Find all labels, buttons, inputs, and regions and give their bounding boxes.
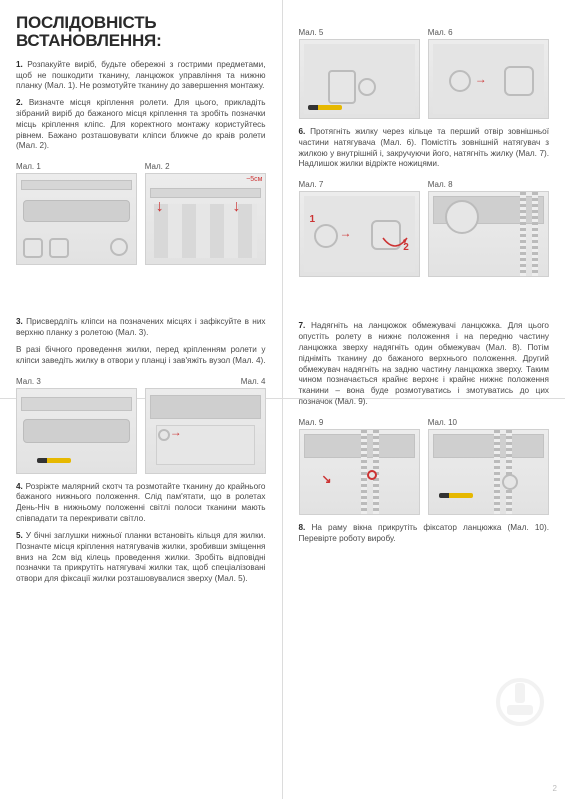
step-8: 8. На раму вікна прикрутіть фіксатор лан… (299, 523, 550, 545)
fig-row-5-6: Мал. 5 Мал. 6 → (299, 28, 550, 119)
figure-6-image: → (428, 39, 549, 119)
figure-3-image (16, 388, 137, 474)
figure-2-image: ~5см ↓ ↓ (145, 173, 266, 265)
step-1-num: 1. (16, 60, 23, 69)
step-5-text: У бічні заглушки нижньої планки встанові… (16, 531, 266, 583)
figure-3-label: Мал. 3 (16, 377, 137, 386)
step-1: 1. Розпакуйте виріб, будьте обережні з г… (16, 60, 266, 92)
figure-6: Мал. 6 → (428, 28, 549, 119)
figure-7-label: Мал. 7 (299, 180, 420, 189)
left-column: ПОСЛІДОВНІСТЬ ВСТАНОВЛЕННЯ: 1. Розпакуйт… (0, 0, 283, 799)
figure-7: Мал. 7 1 2 → (299, 180, 420, 277)
step-4-text: Розріжте малярний скотч та розмотайте тк… (16, 482, 266, 523)
right-column: Мал. 5 Мал. 6 → 6. Протягніть жилку че (283, 0, 565, 799)
figure-2: Мал. 2 ~5см ↓ ↓ (145, 162, 266, 265)
step-3: 3. Присвердліть кліпси на позначених міс… (16, 317, 266, 339)
figure-4-label: Мал. 4 (145, 377, 266, 386)
figure-6-label: Мал. 6 (428, 28, 549, 37)
figure-9-image: ↘ (299, 429, 420, 515)
step-7: 7. Надягніть на ланцюжок обмежувачі ланц… (299, 321, 550, 408)
step-2-text: Визначте місця кріплення ролети. Для цьо… (16, 98, 266, 150)
figure-5-image (299, 39, 420, 119)
watermark-icon (493, 675, 547, 729)
step-2-num: 2. (16, 98, 23, 107)
dimension-5cm: ~5см (246, 176, 262, 183)
step-2: 2. Визначте місця кріплення ролети. Для … (16, 98, 266, 152)
instruction-page: ПОСЛІДОВНІСТЬ ВСТАНОВЛЕННЯ: 1. Розпакуйт… (0, 0, 565, 799)
figure-10-image (428, 429, 549, 515)
figure-8-label: Мал. 8 (428, 180, 549, 189)
page-number: 2 (553, 784, 557, 793)
figure-1-label: Мал. 1 (16, 162, 137, 171)
figure-1-image (16, 173, 137, 265)
step-6-text: Протягніть жилку через кільце та перший … (299, 127, 550, 168)
figure-4: Мал. 4 → (145, 377, 266, 474)
figure-5: Мал. 5 (299, 28, 420, 119)
step-4: 4. Розріжте малярний скотч та розмотайте… (16, 482, 266, 525)
fig-row-7-8: Мал. 7 1 2 → Мал. 8 (299, 180, 550, 277)
fig-row-9-10: Мал. 9 ↘ Мал. 10 (299, 418, 550, 515)
figure-5-label: Мал. 5 (299, 28, 420, 37)
figure-8: Мал. 8 (428, 180, 549, 277)
figure-9: Мал. 9 ↘ (299, 418, 420, 515)
step-7-text: Надягніть на ланцюжок обмежувачі ланцюжк… (299, 321, 550, 406)
step-3-num: 3. (16, 317, 23, 326)
step-6: 6. Протягніть жилку через кільце та перш… (299, 127, 550, 170)
step-4-num: 4. (16, 482, 23, 491)
figure-8-image (428, 191, 549, 277)
step-8-text: На раму вікна прикрутіть фіксатор ланцюж… (299, 523, 550, 543)
step-5: 5. У бічні заглушки нижньої планки встан… (16, 531, 266, 585)
fig-row-1-2: Мал. 1 Мал. 2 ~5см ↓ ↓ (16, 162, 266, 265)
step-5-num: 5. (16, 531, 23, 540)
step-3b: В разі бічного проведення жилки, перед к… (16, 345, 266, 367)
figure-2-label: Мал. 2 (145, 162, 266, 171)
figure-7-image: 1 2 → (299, 191, 420, 277)
figure-10: Мал. 10 (428, 418, 549, 515)
figure-9-label: Мал. 9 (299, 418, 420, 427)
figure-3: Мал. 3 (16, 377, 137, 474)
step-1-text: Розпакуйте виріб, будьте обережні з гост… (16, 60, 266, 91)
callout-1: 1 (310, 214, 316, 225)
figure-10-label: Мал. 10 (428, 418, 549, 427)
step-3-text: Присвердліть кліпси на позначених місцях… (16, 317, 266, 337)
fig-row-3-4: Мал. 3 Мал. 4 → (16, 377, 266, 474)
figure-1: Мал. 1 (16, 162, 137, 265)
figure-4-image: → (145, 388, 266, 474)
page-title: ПОСЛІДОВНІСТЬ ВСТАНОВЛЕННЯ: (16, 14, 266, 50)
